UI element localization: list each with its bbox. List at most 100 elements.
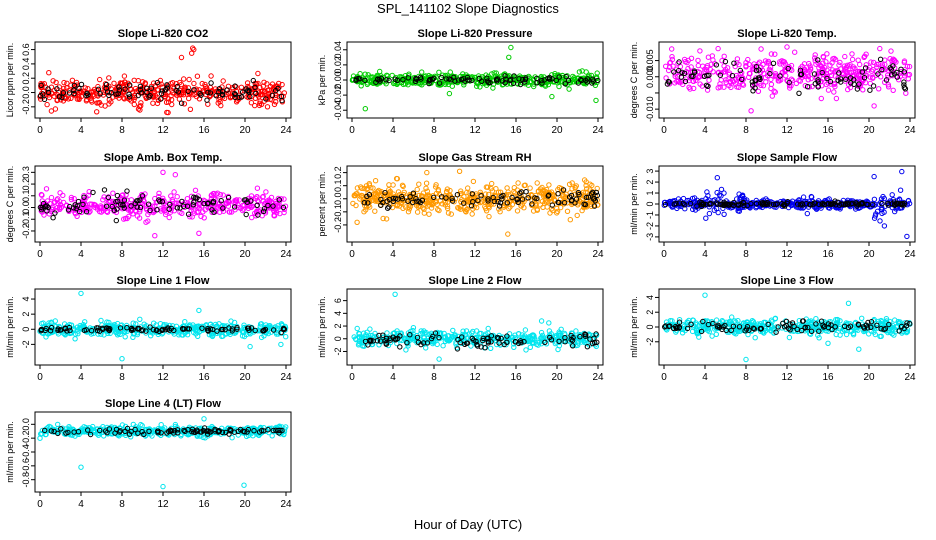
data-point <box>186 76 192 83</box>
data-point <box>243 86 249 92</box>
y-axis-label: percent per min. <box>317 171 327 236</box>
data-point <box>881 223 888 229</box>
data-point <box>877 218 883 224</box>
data-point <box>372 208 378 214</box>
data-point <box>194 73 201 79</box>
data-point <box>150 92 157 99</box>
data-point <box>48 194 55 201</box>
data-point <box>110 94 116 100</box>
data-point <box>546 182 552 188</box>
data-point <box>812 52 818 58</box>
data-point <box>859 315 865 321</box>
data-point <box>245 94 252 101</box>
x-tick-label: 20 <box>863 249 875 260</box>
data-point <box>78 290 84 297</box>
data-point <box>131 77 137 84</box>
data-point <box>489 180 495 187</box>
data-point <box>866 331 872 337</box>
data-point <box>178 100 185 106</box>
data-point <box>445 210 452 216</box>
data-point <box>867 87 873 93</box>
data-point <box>259 213 265 219</box>
x-tick-label: 0 <box>349 372 355 383</box>
data-point <box>377 68 383 75</box>
data-point <box>877 45 883 52</box>
data-point <box>714 175 720 181</box>
data-point <box>165 109 171 116</box>
data-point <box>208 73 214 79</box>
x-tick-label: 24 <box>280 125 292 136</box>
data-point <box>260 83 266 89</box>
data-point <box>259 89 265 95</box>
x-tick-label: 20 <box>239 372 251 383</box>
data-point <box>216 97 222 103</box>
x-tick-label: 12 <box>157 372 169 383</box>
data-point <box>721 53 727 59</box>
data-point <box>137 83 144 90</box>
data-point <box>64 80 70 87</box>
data-point <box>770 60 777 66</box>
data-point <box>729 314 735 320</box>
x-tick-label: 24 <box>280 372 292 383</box>
data-point <box>506 54 512 60</box>
y-tick-label: 0 <box>645 201 655 206</box>
data-point <box>135 106 142 112</box>
y-tick-label: -2 <box>21 340 31 348</box>
x-tick-label: 0 <box>349 249 355 260</box>
data-point <box>200 87 207 94</box>
data-point <box>150 90 156 96</box>
data-point <box>695 62 701 69</box>
x-tick-label: 12 <box>157 249 169 260</box>
data-point <box>174 90 181 96</box>
data-point <box>842 53 848 60</box>
data-point <box>39 198 45 204</box>
data-point <box>100 92 107 98</box>
data-point <box>435 206 441 213</box>
data-points <box>349 44 601 112</box>
data-point <box>508 44 514 51</box>
data-point <box>833 95 840 102</box>
chart-title: Slope Li-820 Temp. <box>737 28 836 40</box>
data-point <box>470 178 477 185</box>
data-point <box>249 214 255 221</box>
data-point <box>69 77 76 84</box>
data-points <box>37 290 289 362</box>
data-point <box>38 82 44 89</box>
data-point <box>54 86 60 92</box>
x-tick-label: 4 <box>702 125 708 136</box>
data-point <box>252 102 258 109</box>
data-point <box>249 93 255 100</box>
data-point <box>111 80 117 87</box>
data-point <box>414 186 420 193</box>
data-point <box>60 192 66 199</box>
data-point <box>758 46 764 52</box>
data-point <box>252 84 259 90</box>
data-point <box>576 69 583 75</box>
x-tick-label: 8 <box>431 372 437 383</box>
x-tick-label: 4 <box>390 249 396 260</box>
data-points <box>350 168 601 237</box>
x-tick-label: 16 <box>198 249 210 260</box>
data-point <box>239 89 246 95</box>
data-point <box>181 101 188 107</box>
data-point <box>257 98 263 104</box>
data-point <box>186 95 192 102</box>
data-point <box>193 86 200 92</box>
x-tick-label: 16 <box>822 125 834 136</box>
y-tick-label: 2 <box>21 312 31 317</box>
data-point <box>567 217 573 223</box>
data-point <box>868 59 874 65</box>
data-point <box>715 45 721 52</box>
x-tick-label: 4 <box>78 125 84 136</box>
y-tick-label: 0.0 <box>333 193 343 206</box>
data-point <box>405 209 412 215</box>
data-point <box>505 231 511 237</box>
y-axis-label: ml/min per min. <box>629 173 639 235</box>
y-tick-label: 6 <box>333 298 343 303</box>
data-point <box>152 233 158 239</box>
data-point <box>121 96 128 102</box>
chart-title: Slope Sample Flow <box>737 152 838 164</box>
data-point <box>538 318 545 324</box>
